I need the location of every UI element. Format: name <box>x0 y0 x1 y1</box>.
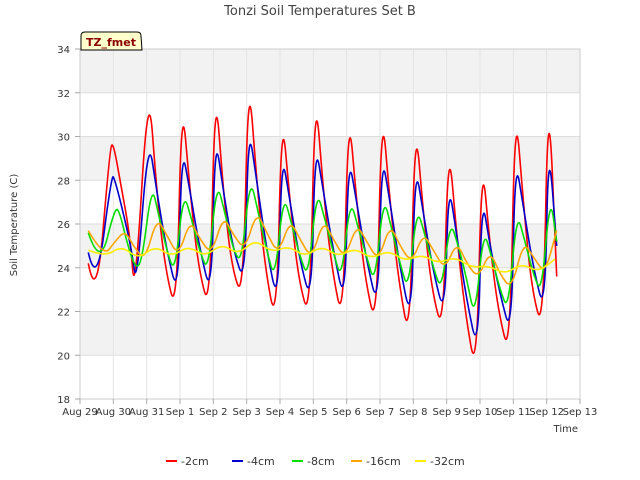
y-tick-label: 20 <box>57 351 70 362</box>
x-tick-label: Sep 10 <box>463 407 498 418</box>
y-tick-label: 18 <box>57 395 70 406</box>
series-lines <box>87 105 558 354</box>
chart-title: Tonzi Soil Temperatures Set B <box>223 4 416 19</box>
y-axis-label: Soil Temperature (C) <box>9 174 20 277</box>
x-tick-label: Sep 7 <box>366 407 394 418</box>
series-line-minus-8cm <box>87 188 558 307</box>
plot-band <box>80 355 580 399</box>
x-tick-label: Sep 3 <box>232 407 260 418</box>
plot-band <box>80 136 580 181</box>
x-tick-label: Sep 13 <box>563 407 598 418</box>
y-tick-label: 26 <box>57 220 70 231</box>
series-line-minus-32cm <box>88 242 556 273</box>
legend-label: -4cm <box>247 455 275 468</box>
legend-label: -8cm <box>307 455 335 468</box>
x-tick-label: Sep 9 <box>432 407 460 418</box>
plot-band <box>80 267 580 312</box>
plot-band <box>80 92 580 137</box>
x-tick-label: Sep 6 <box>332 407 360 418</box>
x-tick-label: Sep 1 <box>166 407 194 418</box>
y-tick-label: 34 <box>57 45 70 56</box>
legend: -2cm -4cm -8cm -16cm -32cm <box>166 455 465 468</box>
plot-band <box>80 311 580 356</box>
x-tick-label: Sep 2 <box>199 407 227 418</box>
x-tick-label: Sep 12 <box>529 407 564 418</box>
legend-label: -16cm <box>366 455 401 468</box>
legend-label: -2cm <box>181 455 209 468</box>
y-tick-label: 28 <box>57 176 70 187</box>
x-axis-label: Time <box>553 424 578 435</box>
legend-label: -32cm <box>430 455 465 468</box>
site-badge: TZ_fmet <box>80 31 143 51</box>
x-tick-label: Aug 29 <box>62 407 97 418</box>
x-tick-label: Sep 8 <box>399 407 427 418</box>
y-tick-label: 32 <box>57 89 70 100</box>
site-badge-label: TZ_fmet <box>86 36 136 49</box>
x-tick-label: Aug 30 <box>96 407 131 418</box>
y-tick-label: 22 <box>57 308 70 319</box>
y-tick-label: 24 <box>57 264 70 275</box>
x-tick-label: Aug 31 <box>129 407 164 418</box>
series-line-minus-16cm <box>87 217 558 285</box>
x-tick-label: Sep 11 <box>496 407 531 418</box>
y-tick-label: 30 <box>57 133 70 144</box>
x-tick-label: Sep 4 <box>266 407 294 418</box>
plot-band <box>80 180 580 224</box>
x-tick-label: Sep 5 <box>299 407 327 418</box>
y-axis-ticks: 18 20 22 24 26 28 30 32 34 <box>57 45 80 406</box>
plot-band <box>80 49 580 93</box>
